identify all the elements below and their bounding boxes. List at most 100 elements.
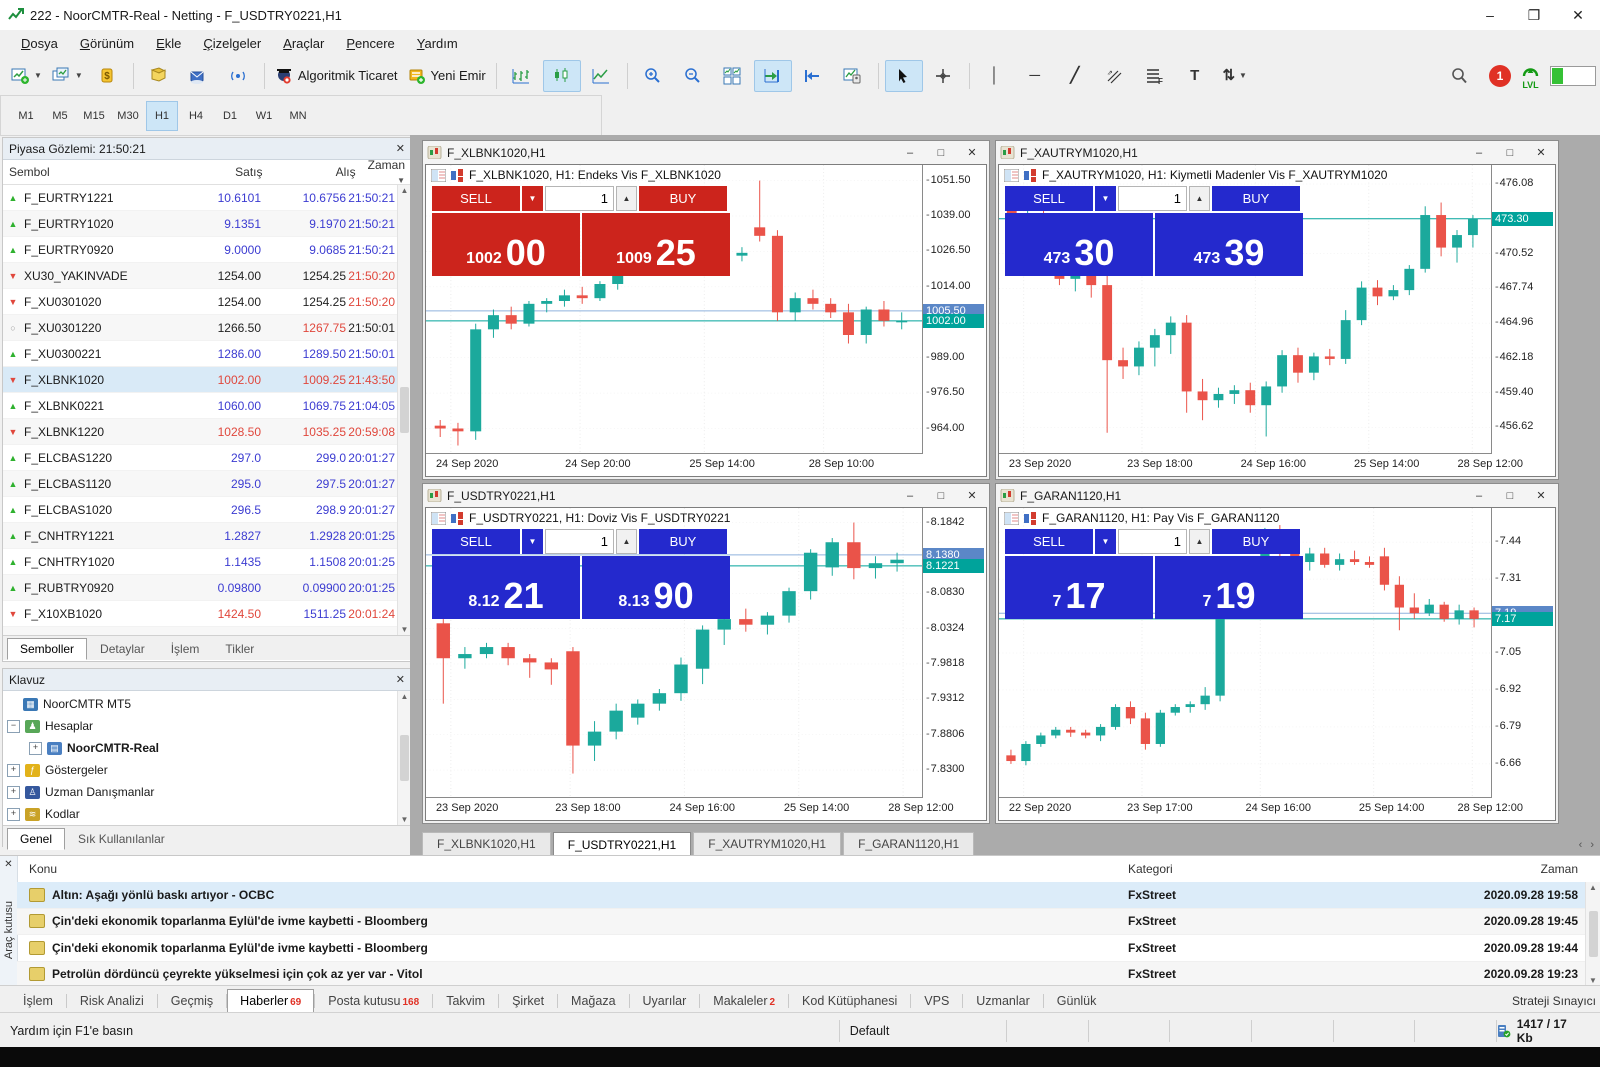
sell-price-box[interactable]: 1002 00: [432, 213, 580, 276]
market-watch-row[interactable]: ▲ F_XU0300221 1286.00 1289.50 21:50:01: [3, 341, 411, 367]
profiles-dropdown-icon[interactable]: ▼: [74, 71, 83, 80]
timeframe-m1[interactable]: M1: [18, 109, 34, 122]
menu-çizelgeler[interactable]: Çizelgeler: [203, 35, 262, 51]
timeframe-m15[interactable]: M15: [83, 109, 105, 122]
sell-button[interactable]: SELL: [432, 186, 520, 211]
news-col-time[interactable]: Zaman: [1540, 862, 1578, 876]
market-watch-row[interactable]: ▲ F_RUBTRY0920 0.09800 0.09900 20:01:25: [3, 575, 411, 601]
price-axis[interactable]: 8.1842 8.0830 8.0324 7.9818 7.9312 7.8806 7.83…: [922, 508, 986, 798]
price-axis[interactable]: 1051.50 1039.00 1026.50 1014.00 989.00 976.50…: [922, 165, 986, 454]
market-watch-tab-i̇şlem[interactable]: İşlem: [170, 642, 200, 656]
menu-yardım[interactable]: Yardım: [416, 35, 458, 51]
tab-scroll-left-icon[interactable]: ‹: [1578, 839, 1583, 851]
market-watch-scrollbar[interactable]: ▲ ▼: [397, 185, 411, 635]
tab-scroll-right-icon[interactable]: ›: [1590, 839, 1594, 851]
strategy-tester-label[interactable]: Strateji Sınayıcı: [1511, 994, 1596, 1008]
tree-item-noorcmtr-real[interactable]: + ▤ NoorCMTR-Real: [3, 737, 411, 759]
timeframe-mn[interactable]: MN: [289, 109, 307, 122]
volume-dropdown-icon[interactable]: ▼: [1095, 529, 1116, 554]
expand-icon[interactable]: +: [7, 807, 20, 821]
volume-input[interactable]: 1: [1118, 186, 1187, 211]
status-profile[interactable]: Default: [840, 1019, 1008, 1042]
market-watch-row[interactable]: ○ F_XU0301220 1266.50 1267.75 21:50:01: [3, 315, 411, 341]
navigator-close-icon[interactable]: ✕: [395, 674, 405, 686]
collapse-icon[interactable]: −: [7, 719, 20, 733]
profiles-button[interactable]: ▼: [48, 60, 87, 92]
chart-maximize-button[interactable]: □: [937, 489, 945, 502]
market-watch-row[interactable]: ▼ F_XLBNK1020 1002.00 1009.25 21:43:50: [3, 367, 411, 393]
market-watch-row[interactable]: ▲ F_XLBNK0221 1060.00 1069.75 21:04:05: [3, 393, 411, 419]
market-watch-row[interactable]: ▲ F_EURTRY1221 10.6101 10.6756 21:50:21: [3, 185, 411, 211]
volume-input[interactable]: 1: [545, 186, 614, 211]
lvl-indicator[interactable]: LVL: [1521, 63, 1540, 89]
chart-close-button[interactable]: ✕: [967, 490, 977, 502]
buy-button[interactable]: BUY: [639, 529, 727, 554]
bottom-tab-uzmanlar[interactable]: Uzmanlar: [963, 989, 1043, 1013]
bottom-tab-takvim[interactable]: Takvim: [433, 989, 498, 1013]
crosshair-button[interactable]: [925, 60, 963, 92]
market-watch-row[interactable]: ▲ F_ELCBAS1220 297.0 299.0 20:01:27: [3, 445, 411, 471]
chart-minimize-button[interactable]: –: [1475, 146, 1483, 159]
buy-button[interactable]: BUY: [639, 186, 727, 211]
market-watch-row[interactable]: ▼ XU30_YAKINVADE 1254.00 1254.25 21:50:20: [3, 263, 411, 289]
chart-close-button[interactable]: ✕: [1536, 490, 1546, 502]
tree-item-kodlar[interactable]: + ≋ Kodlar: [3, 803, 411, 825]
market-watch-tab-semboller[interactable]: Semboller: [7, 638, 88, 660]
chart-window-titlebar[interactable]: F_XAUTRYM1020,H1 – □ ✕: [996, 141, 1558, 164]
bottom-tab-i-lem[interactable]: İşlem: [10, 989, 66, 1013]
chart-tab-f-xautrym1020-h1[interactable]: F_XAUTRYM1020,H1: [693, 832, 842, 855]
timeframe-h4[interactable]: H4: [188, 109, 204, 122]
tree-item-hesaplar[interactable]: − ♟ Hesaplar: [3, 715, 411, 737]
sell-button[interactable]: SELL: [432, 529, 520, 554]
toolbox-close-icon[interactable]: ✕: [4, 859, 13, 870]
new-chart-dropdown-icon[interactable]: ▼: [34, 71, 42, 80]
navigator-tab[interactable]: Genel: [7, 828, 66, 850]
volume-dropdown-icon[interactable]: ▼: [522, 186, 543, 211]
fibonacci-button[interactable]: F: [1136, 60, 1174, 92]
menu-dosya[interactable]: Dosya: [21, 35, 58, 51]
volume-dropdown-icon[interactable]: ▼: [522, 529, 543, 554]
volume-up-icon[interactable]: ▲: [1189, 529, 1210, 554]
buy-button[interactable]: BUY: [1212, 529, 1300, 554]
menu-pencere[interactable]: Pencere: [346, 35, 395, 51]
chart-tab-f-xlbnk1020-h1[interactable]: F_XLBNK1020,H1: [422, 832, 551, 855]
market-watch-row[interactable]: ▼ F_XU0301020 1254.00 1254.25 21:50:20: [3, 289, 411, 315]
expand-icon[interactable]: +: [7, 785, 20, 799]
chart-window-titlebar[interactable]: F_XLBNK1020,H1 – □ ✕: [423, 141, 989, 164]
restore-button[interactable]: ❐: [1527, 6, 1541, 23]
chart-body[interactable]: F_GARAN1120, H1: Pay Vis F_GARAN1120 SELL…: [998, 507, 1556, 821]
cursor-button[interactable]: [884, 59, 923, 92]
minimize-button[interactable]: –: [1486, 7, 1494, 23]
algo-trading-button[interactable]: Algoritmik Ticaret: [271, 60, 402, 92]
equidistant-channel-button[interactable]: ⇗: [1096, 60, 1134, 92]
chart-properties-button[interactable]: [834, 60, 872, 92]
navigator-tab[interactable]: Sık Kullanılanlar: [78, 832, 165, 846]
col-ask[interactable]: Alış: [335, 165, 356, 179]
chart-body[interactable]: F_XAUTRYM1020, H1: Kiymetli Madenler Vis…: [998, 164, 1556, 477]
sell-price-box[interactable]: 473 30: [1005, 213, 1153, 276]
bottom-tab--irket[interactable]: Şirket: [499, 989, 557, 1013]
bottom-tab-vps[interactable]: VPS: [911, 989, 962, 1013]
market-watch-row[interactable]: ▲ F_CNHTRY1221 1.2827 1.2928 20:01:25: [3, 523, 411, 549]
market-watch-row[interactable]: ▲ F_ELCBAS1120 295.0 297.5 20:01:27: [3, 471, 411, 497]
chart-minimize-button[interactable]: –: [906, 489, 914, 502]
chart-maximize-button[interactable]: □: [1506, 489, 1514, 502]
news-col-topic[interactable]: Konu: [29, 862, 58, 876]
chart-body[interactable]: F_USDTRY0221, H1: Doviz Vis F_USDTRY0221…: [425, 507, 987, 821]
guide-book-button[interactable]: [140, 60, 178, 92]
text-tool-button[interactable]: T: [1176, 60, 1214, 92]
expand-icon[interactable]: +: [7, 763, 20, 777]
volume-up-icon[interactable]: ▲: [616, 529, 637, 554]
menu-görünüm[interactable]: Görünüm: [79, 35, 135, 51]
bar-chart-button[interactable]: [503, 60, 541, 92]
bottom-tab-posta-kutusu[interactable]: Posta kutusu 168: [315, 989, 432, 1013]
news-row[interactable]: Çin'deki ekonomik toparlanma Eylül'de iv…: [17, 935, 1586, 962]
chart-maximize-button[interactable]: □: [937, 146, 945, 159]
market-watch-row[interactable]: ▲ F_EURTRY0920 9.0000 9.0685 21:50:21: [3, 237, 411, 263]
col-bid[interactable]: Satış: [235, 165, 263, 179]
market-prices-button[interactable]: $: [89, 60, 127, 92]
buy-button[interactable]: BUY: [1212, 186, 1300, 211]
buy-price-box[interactable]: 8.13 90: [582, 556, 730, 619]
news-scrollbar[interactable]: ▲ ▼: [1585, 882, 1600, 986]
volume-dropdown-icon[interactable]: ▼: [1095, 186, 1116, 211]
